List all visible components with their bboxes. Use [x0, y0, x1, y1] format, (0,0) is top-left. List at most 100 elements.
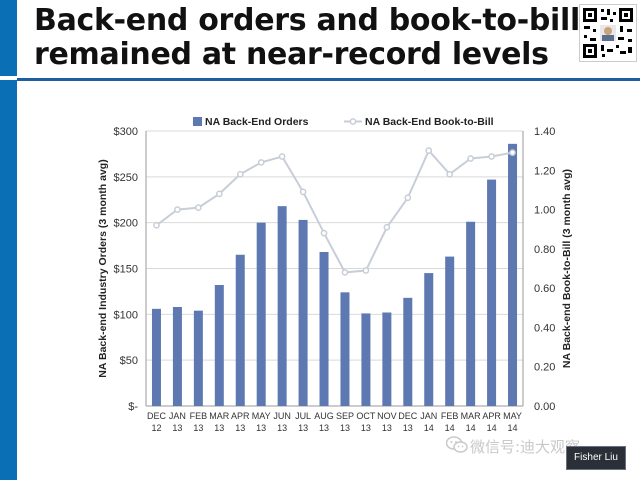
y-left-tick-label: $150: [114, 264, 138, 276]
bar-orders: [151, 308, 161, 406]
left-accent-gap: [0, 76, 17, 80]
bar-orders: [340, 292, 350, 406]
x-tick-label-year: 13: [361, 423, 371, 433]
bar-orders: [508, 143, 518, 407]
x-tick-label-month: DEC: [147, 411, 167, 421]
x-tick-label-month: FEB: [190, 411, 208, 421]
x-tick-label-month: JUN: [273, 411, 291, 421]
x-tick-label-year: 13: [172, 423, 182, 433]
bar-orders: [172, 307, 182, 406]
y-right-tick-label: 1.20: [534, 165, 555, 177]
x-tick-label-month: JAN: [169, 411, 186, 421]
x-tick-label-month: JUL: [295, 411, 311, 421]
point-book-to-bill: [174, 206, 181, 213]
bar-orders: [235, 254, 245, 406]
y-left-tick-label: $250: [114, 172, 138, 184]
x-tick-label-year: 13: [277, 423, 287, 433]
x-tick-label-year: 14: [466, 423, 476, 433]
slide-title-line-2: remained at near-record levels: [34, 37, 549, 72]
x-tick-label-year: 14: [508, 423, 518, 433]
author-badge: Fisher Liu: [566, 446, 626, 470]
slide-title: Back-end orders and book-to-bill remaine…: [34, 3, 580, 72]
y-right-axis-title: NA Back-end Book-to-Bill (3 month avg): [561, 169, 573, 368]
line-book-to-bill: [155, 148, 513, 274]
point-book-to-bill: [215, 190, 223, 198]
y-right-tick-label: 0.20: [534, 362, 555, 374]
y-right-tick-label: 1.40: [534, 126, 555, 138]
bar-orders: [193, 310, 203, 406]
y-left-tick-label: $300: [114, 126, 138, 138]
point-book-to-bill: [299, 188, 307, 196]
x-tick-label-year: 14: [424, 423, 434, 433]
y-left-axis-title: NA Back-end Industry Orders (3 month avg…: [97, 159, 109, 377]
bar-orders: [319, 252, 329, 406]
bar-orders: [298, 219, 308, 406]
x-tick-label-month: AUG: [314, 411, 334, 421]
bar-orders: [424, 273, 434, 406]
x-tick-label-year: 14: [487, 423, 497, 433]
bar-orders: [214, 285, 224, 406]
y-right-tick-label: 0.80: [534, 244, 555, 256]
x-tick-label-year: 14: [445, 423, 455, 433]
x-tick-label-month: DEC: [398, 411, 418, 421]
point-book-to-bill: [236, 170, 244, 178]
point-book-to-bill: [467, 155, 474, 162]
bar-orders: [466, 221, 476, 406]
x-tick-label-year: 13: [298, 423, 308, 433]
x-tick-label-year: 13: [193, 423, 203, 433]
point-book-to-bill: [362, 267, 370, 274]
y-right-tick-label: 0.40: [534, 322, 555, 334]
point-book-to-bill: [320, 229, 328, 237]
y-left-tick-label: $200: [114, 218, 138, 230]
x-tick-label-year: 13: [382, 423, 392, 433]
x-tick-label-month: APR: [482, 411, 501, 421]
x-tick-label-year: 13: [319, 423, 329, 433]
slide-title-line-1: Back-end orders and book-to-bill: [34, 3, 580, 38]
title-underline: [17, 78, 640, 81]
point-book-to-bill: [257, 159, 265, 166]
bar-orders: [487, 179, 497, 406]
legend-label-orders: NA Back-End Orders: [205, 116, 309, 128]
bar-orders: [403, 297, 413, 406]
y-left-tick-label: $50: [120, 355, 138, 367]
y-left-tick-label: $-: [128, 401, 138, 413]
bar-orders: [277, 206, 287, 406]
x-tick-label-month: JAN: [420, 411, 437, 421]
left-accent-bar: [0, 0, 17, 480]
bar-orders: [445, 256, 455, 406]
x-tick-label-month: NOV: [377, 411, 397, 421]
x-tick-label-month: MAR: [461, 411, 482, 421]
x-tick-label-month: OCT: [356, 411, 376, 421]
x-tick-label-year: 13: [256, 423, 266, 433]
point-book-to-bill: [383, 223, 391, 231]
point-book-to-bill: [446, 170, 454, 178]
x-tick-label-month: FEB: [441, 411, 459, 421]
y-right-tick-label: 0.00: [534, 401, 555, 413]
wechat-watermark: 微信号:迪大观察: [470, 438, 581, 456]
point-book-to-bill: [509, 149, 516, 156]
x-tick-label-year: 13: [235, 423, 245, 433]
point-book-to-bill: [425, 147, 433, 154]
y-right-tick-label: 0.60: [534, 283, 555, 295]
legend-label-book-to-bill: NA Back-End Book-to-Bill: [365, 116, 494, 128]
x-tick-label-year: 13: [340, 423, 350, 433]
point-book-to-bill: [488, 153, 495, 160]
bar-orders: [382, 312, 392, 406]
legend-swatch-orders: [193, 117, 202, 126]
qr-code-icon: [579, 4, 637, 62]
y-left-tick-label: $100: [114, 309, 138, 321]
x-tick-label-year: 12: [151, 423, 161, 433]
bar-orders: [256, 222, 266, 406]
x-tick-label-year: 13: [403, 423, 413, 433]
point-book-to-bill: [153, 221, 160, 229]
x-tick-label-year: 13: [214, 423, 224, 433]
point-book-to-bill: [278, 153, 286, 160]
x-tick-label-month: MAY: [252, 411, 271, 421]
bar-orders: [361, 313, 371, 406]
point-book-to-bill: [341, 269, 349, 276]
point-book-to-bill: [404, 194, 412, 202]
x-tick-label-month: MAR: [209, 411, 230, 421]
point-book-to-bill: [195, 204, 202, 211]
legend-swatch-point: [349, 118, 357, 125]
